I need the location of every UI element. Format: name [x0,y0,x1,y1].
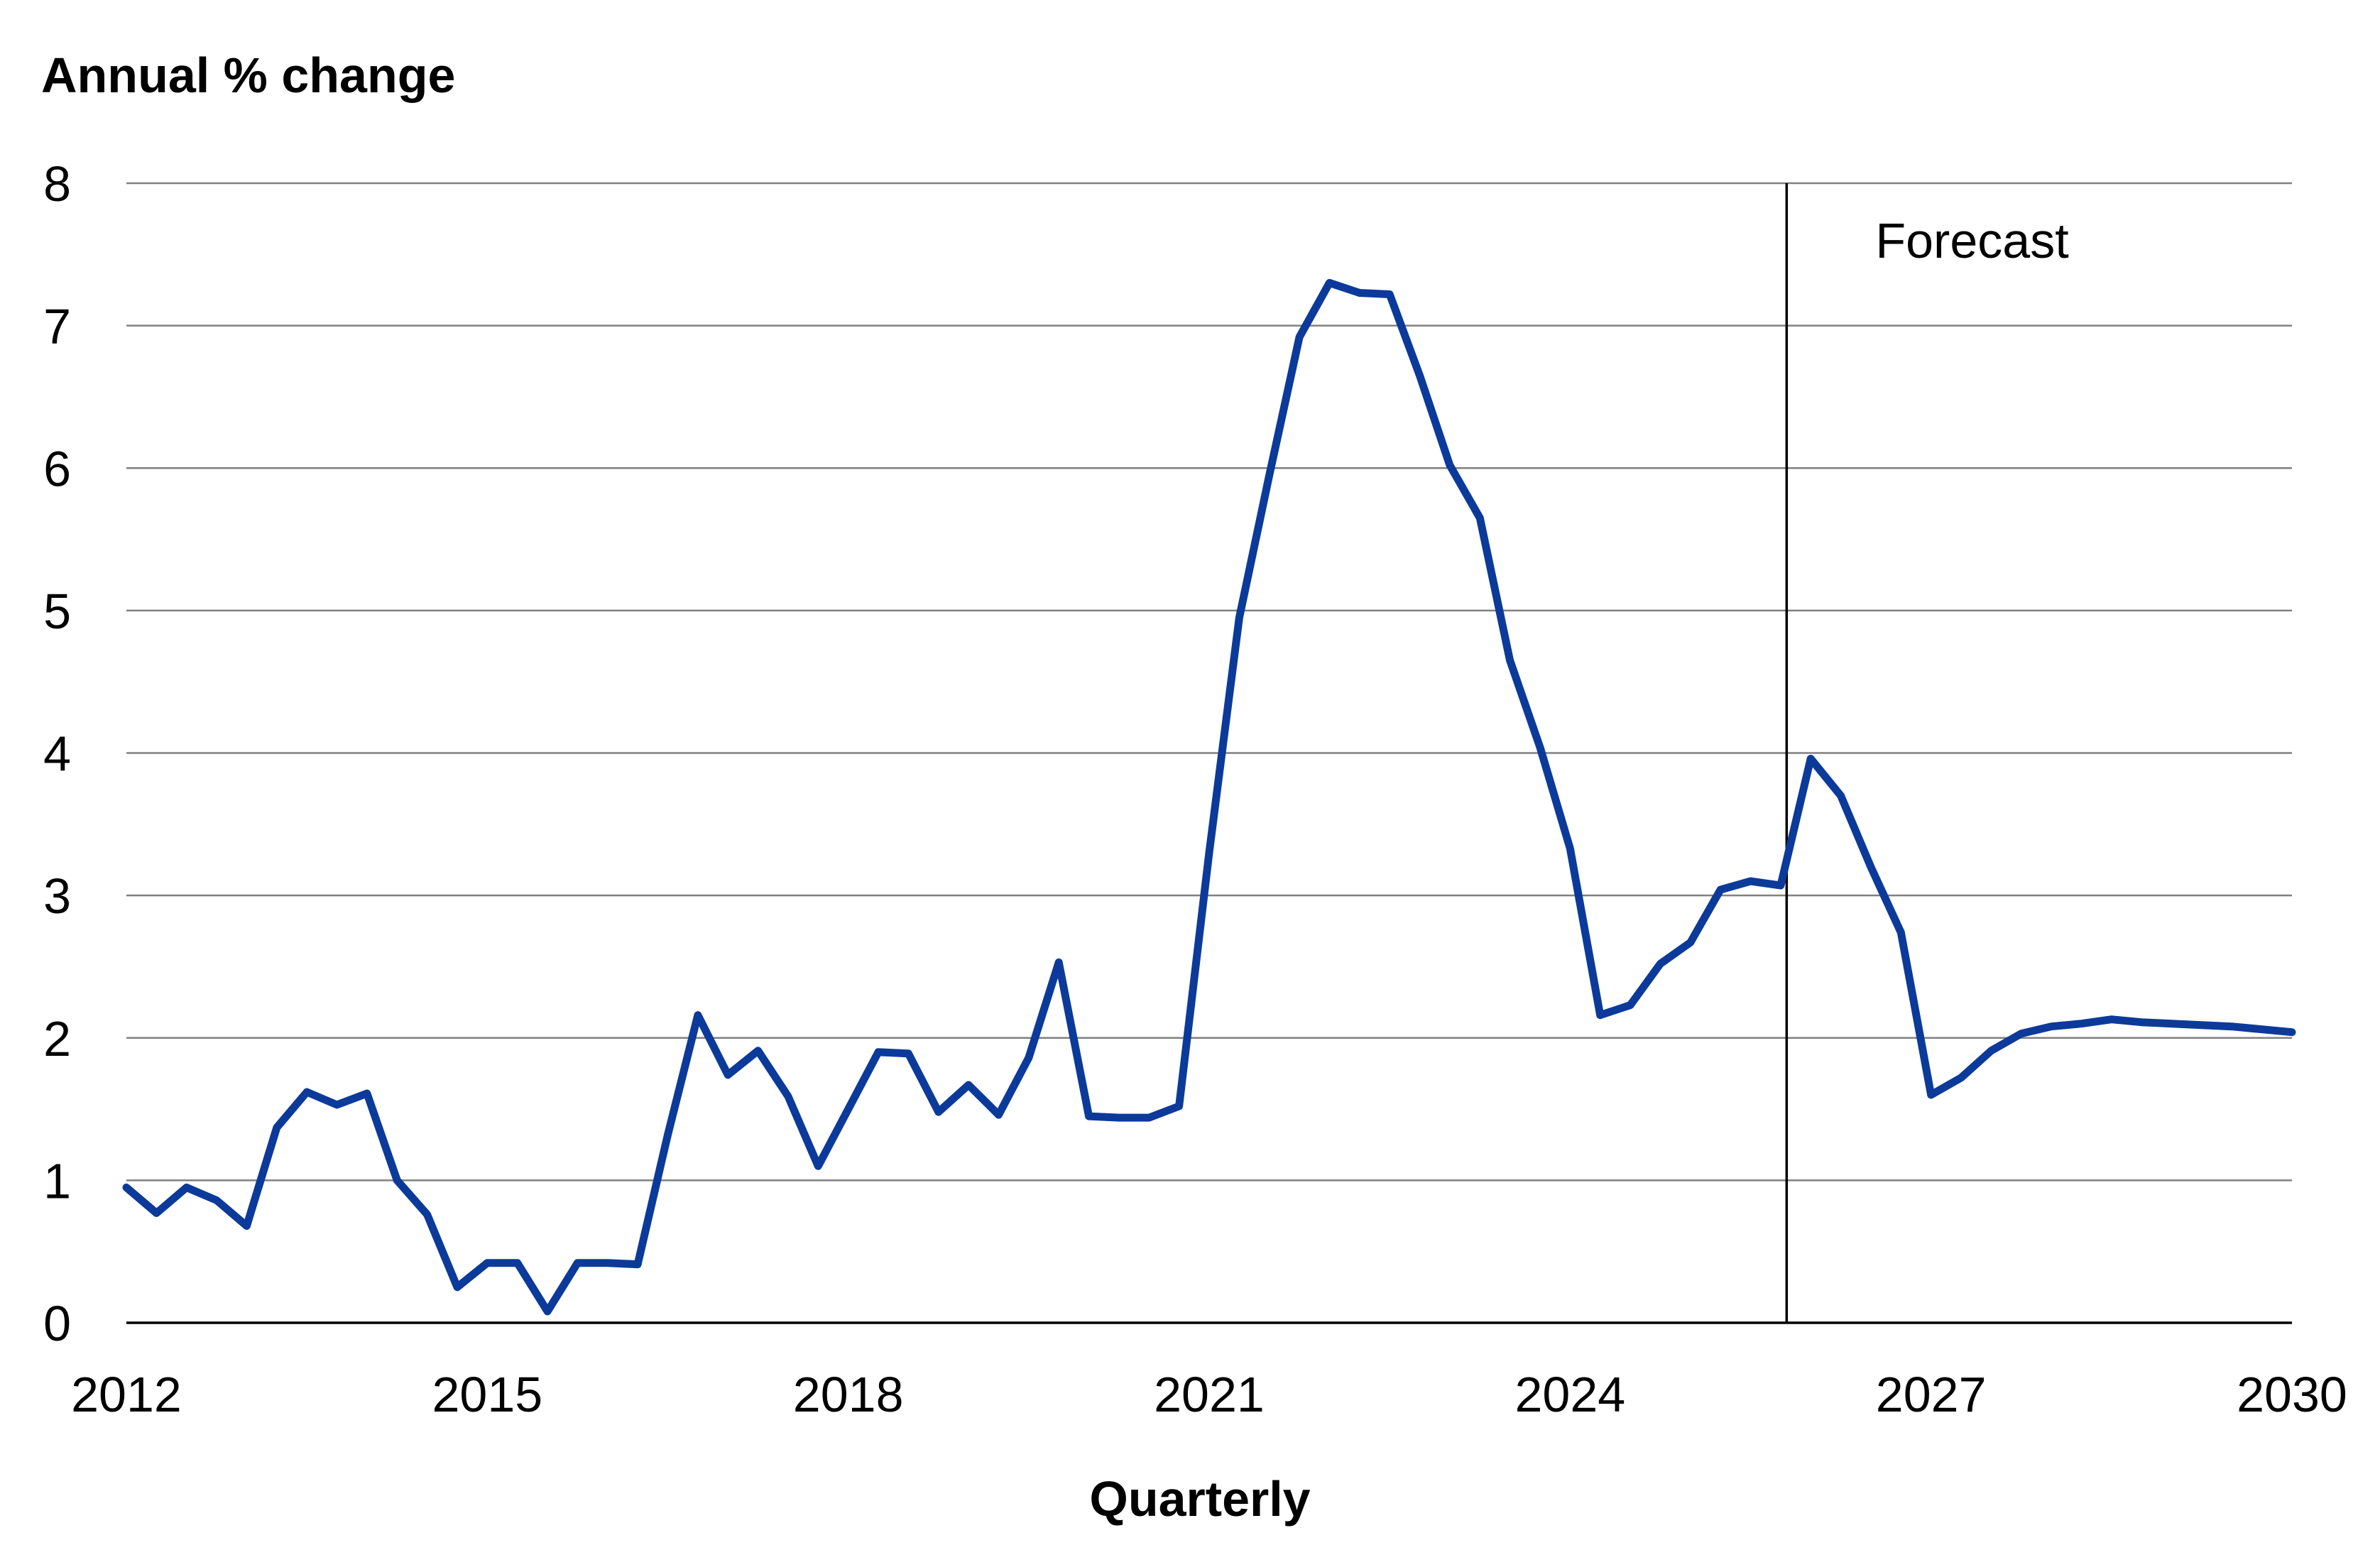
y-tick-label: 7 [43,299,71,354]
forecast-annotation: Forecast [1875,213,2068,268]
y-tick-labels: 0 1 2 3 4 5 6 7 8 [43,156,71,1351]
x-tick-label: 2012 [71,1367,182,1422]
series-group [122,278,2296,1316]
x-tick-label: 2024 [1514,1367,1625,1422]
y-tick-label: 5 [43,584,71,639]
x-tick-label: 2018 [793,1367,904,1422]
y-axis-label: Annual % change [41,48,455,103]
y-tick-label: 3 [43,868,71,924]
gridlines [126,182,2292,1181]
series-line-0 [122,278,2296,1316]
y-tick-label: 8 [43,156,71,212]
x-tick-label: 2027 [1876,1367,1987,1422]
y-tick-label: 0 [43,1296,71,1351]
y-tick-label: 1 [43,1153,71,1208]
x-tick-label: 2030 [2237,1367,2347,1422]
x-tick-label: 2015 [432,1367,542,1422]
y-tick-label: 4 [43,726,71,782]
x-tick-labels: 2012 2015 2018 2021 2024 2027 2030 [71,1367,2347,1422]
x-axis-label: Quarterly [1089,1471,1310,1527]
x-tick-label: 2021 [1154,1367,1265,1422]
y-tick-label: 6 [43,441,71,496]
y-tick-label: 2 [43,1011,71,1066]
